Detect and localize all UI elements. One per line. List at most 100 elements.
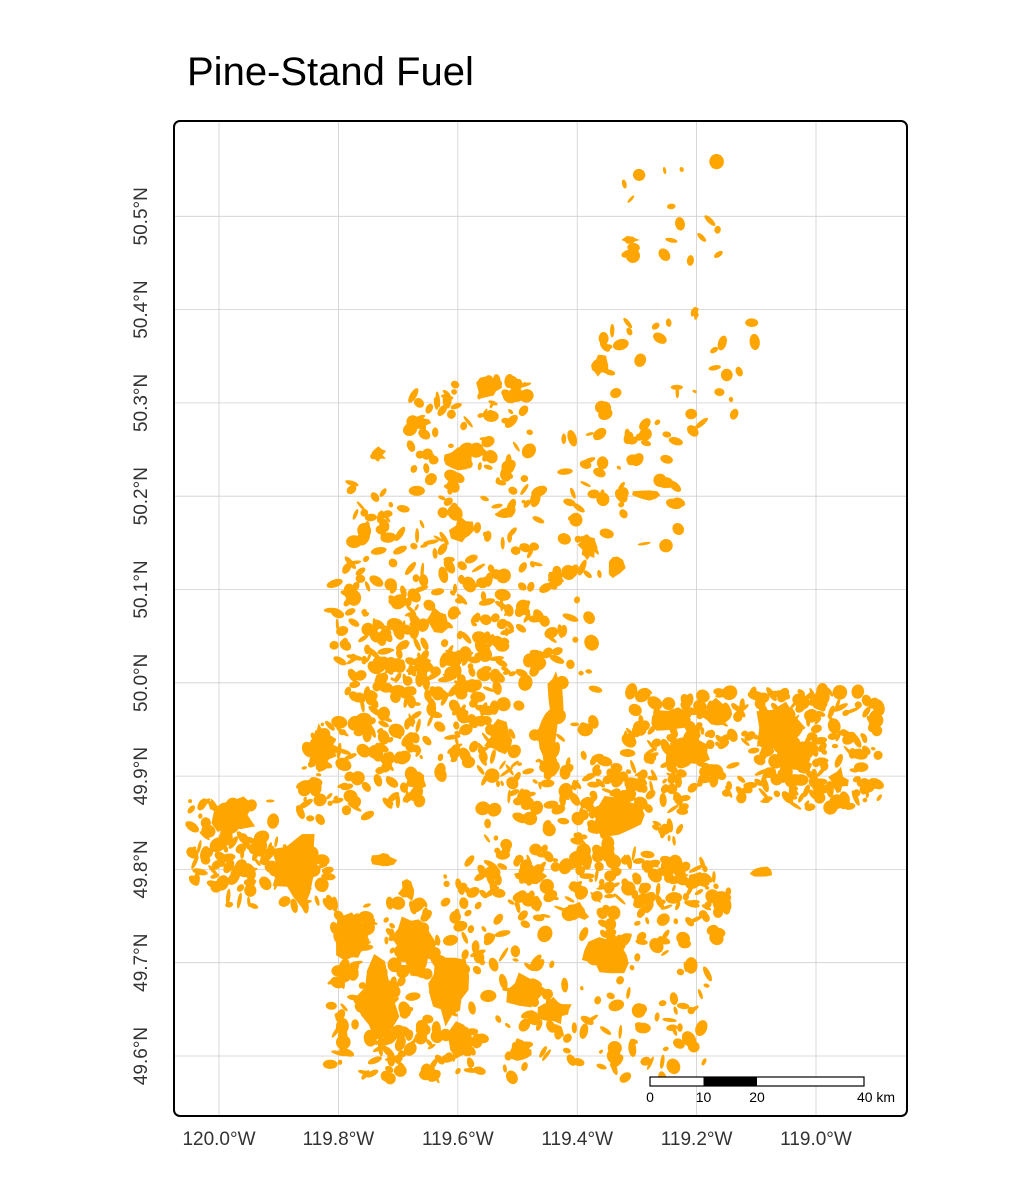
fuel-patch (537, 925, 553, 943)
scale-bar-label: 0 (646, 1089, 654, 1105)
fuel-patch (399, 782, 409, 793)
fuel-patch (346, 535, 363, 549)
fuel-patch (551, 647, 563, 656)
fuel-patch (447, 606, 460, 620)
fuel-patch (658, 1000, 667, 1007)
fuel-patch (223, 859, 235, 874)
fuel-patch (549, 960, 555, 969)
fuel-patch (747, 747, 760, 754)
fuel-patch (356, 501, 366, 512)
fuel-patch (508, 728, 516, 739)
fuel-patch (408, 485, 425, 496)
fuel-patch (749, 866, 772, 877)
fuel-patch (494, 512, 510, 519)
fuel-patch (579, 1023, 589, 1039)
fuel-patch (389, 899, 396, 904)
fuel-patch (448, 443, 454, 449)
fuel-patch (645, 917, 650, 925)
fuel-patch (570, 880, 583, 892)
x-axis: 120.0°W 119.8°W 119.6°W 119.4°W 119.2°W 119.0… (182, 1129, 851, 1150)
fuel-patch (265, 799, 275, 803)
fuel-patch (832, 685, 848, 700)
fuel-patch (506, 472, 514, 480)
fuel-patch (309, 777, 323, 786)
fuel-patch (340, 783, 354, 791)
fuel-patch (431, 666, 442, 677)
fuel-patch (627, 195, 635, 203)
fuel-patch (396, 505, 410, 513)
fuel-patch (491, 635, 504, 648)
fuel-patch (387, 792, 400, 802)
fuel-patch (515, 623, 527, 633)
fuel-patch (380, 1070, 392, 1082)
fuel-patch (543, 800, 559, 809)
fuel-patch (301, 766, 308, 770)
fuel-patch (306, 815, 315, 822)
fuel-patch (296, 780, 310, 790)
fuel-patch (469, 740, 479, 753)
fuel-patch (457, 561, 467, 571)
fuel-patch (619, 509, 628, 519)
fuel-patch (676, 1002, 690, 1010)
fuel-patch (390, 677, 395, 681)
fuel-patch (403, 696, 409, 708)
fuel-patch (424, 689, 432, 702)
fuel-patch (405, 1029, 414, 1041)
fuel-patch (410, 905, 422, 911)
fuel-patch (337, 1059, 343, 1065)
fuel-patch (462, 654, 470, 666)
fuel-patch (709, 154, 724, 170)
fuel-patch (454, 738, 459, 746)
fuel-patch (479, 889, 488, 899)
fuel-patch (521, 390, 533, 403)
fuel-patch (439, 531, 449, 545)
fuel-patch (593, 467, 606, 478)
fuel-patch (362, 728, 372, 743)
fuel-patch (315, 854, 330, 866)
fuel-patch (259, 876, 272, 891)
fuel-patch (380, 754, 392, 765)
fuel-patch (474, 576, 488, 588)
fuel-patch (508, 409, 514, 415)
fuel-patch (695, 1020, 708, 1037)
x-tick-label: 119.0°W (780, 1129, 852, 1150)
fuel-patch (327, 800, 333, 806)
fuel-patch (564, 896, 575, 903)
fuel-patch (335, 757, 352, 772)
fuel-patch (245, 799, 257, 812)
fuel-patch (773, 790, 781, 798)
fuel-patch (375, 742, 389, 753)
fuel-patch (207, 800, 217, 812)
fuel-patch (483, 530, 492, 542)
fuel-patch (557, 817, 570, 825)
fuel-patch (236, 892, 242, 909)
fuel-patch (455, 1067, 461, 1075)
fuel-patch (572, 503, 585, 513)
fuel-patch (471, 563, 486, 573)
fuel-patch (609, 323, 615, 338)
fuel-patch (496, 780, 500, 787)
fuel-patch (612, 338, 629, 351)
fuel-patch (735, 366, 743, 377)
fuel-patch (354, 1004, 361, 1013)
fuel-patch (512, 958, 519, 962)
fuel-patch (490, 613, 500, 623)
fuel-patch (624, 428, 631, 440)
fuel-patch (619, 487, 629, 498)
fuel-patch (654, 1012, 660, 1022)
fuel-patch (588, 685, 603, 693)
fuel-patch (621, 179, 627, 189)
fuel-patch (701, 1058, 707, 1066)
fuel-patch (585, 432, 594, 436)
fuel-patch (568, 564, 579, 579)
fuel-patch (310, 732, 317, 740)
x-tick-label: 119.4°W (541, 1129, 613, 1150)
fuel-patch (361, 919, 378, 925)
fuel-patch (325, 1001, 337, 1010)
fuel-patch (662, 1017, 677, 1023)
scale-bar-segment (703, 1077, 757, 1086)
fuel-patch (703, 983, 710, 988)
fuel-patch (425, 403, 434, 414)
fuel-patch (483, 410, 499, 422)
y-tick-label: 49.6°N (131, 1027, 152, 1085)
